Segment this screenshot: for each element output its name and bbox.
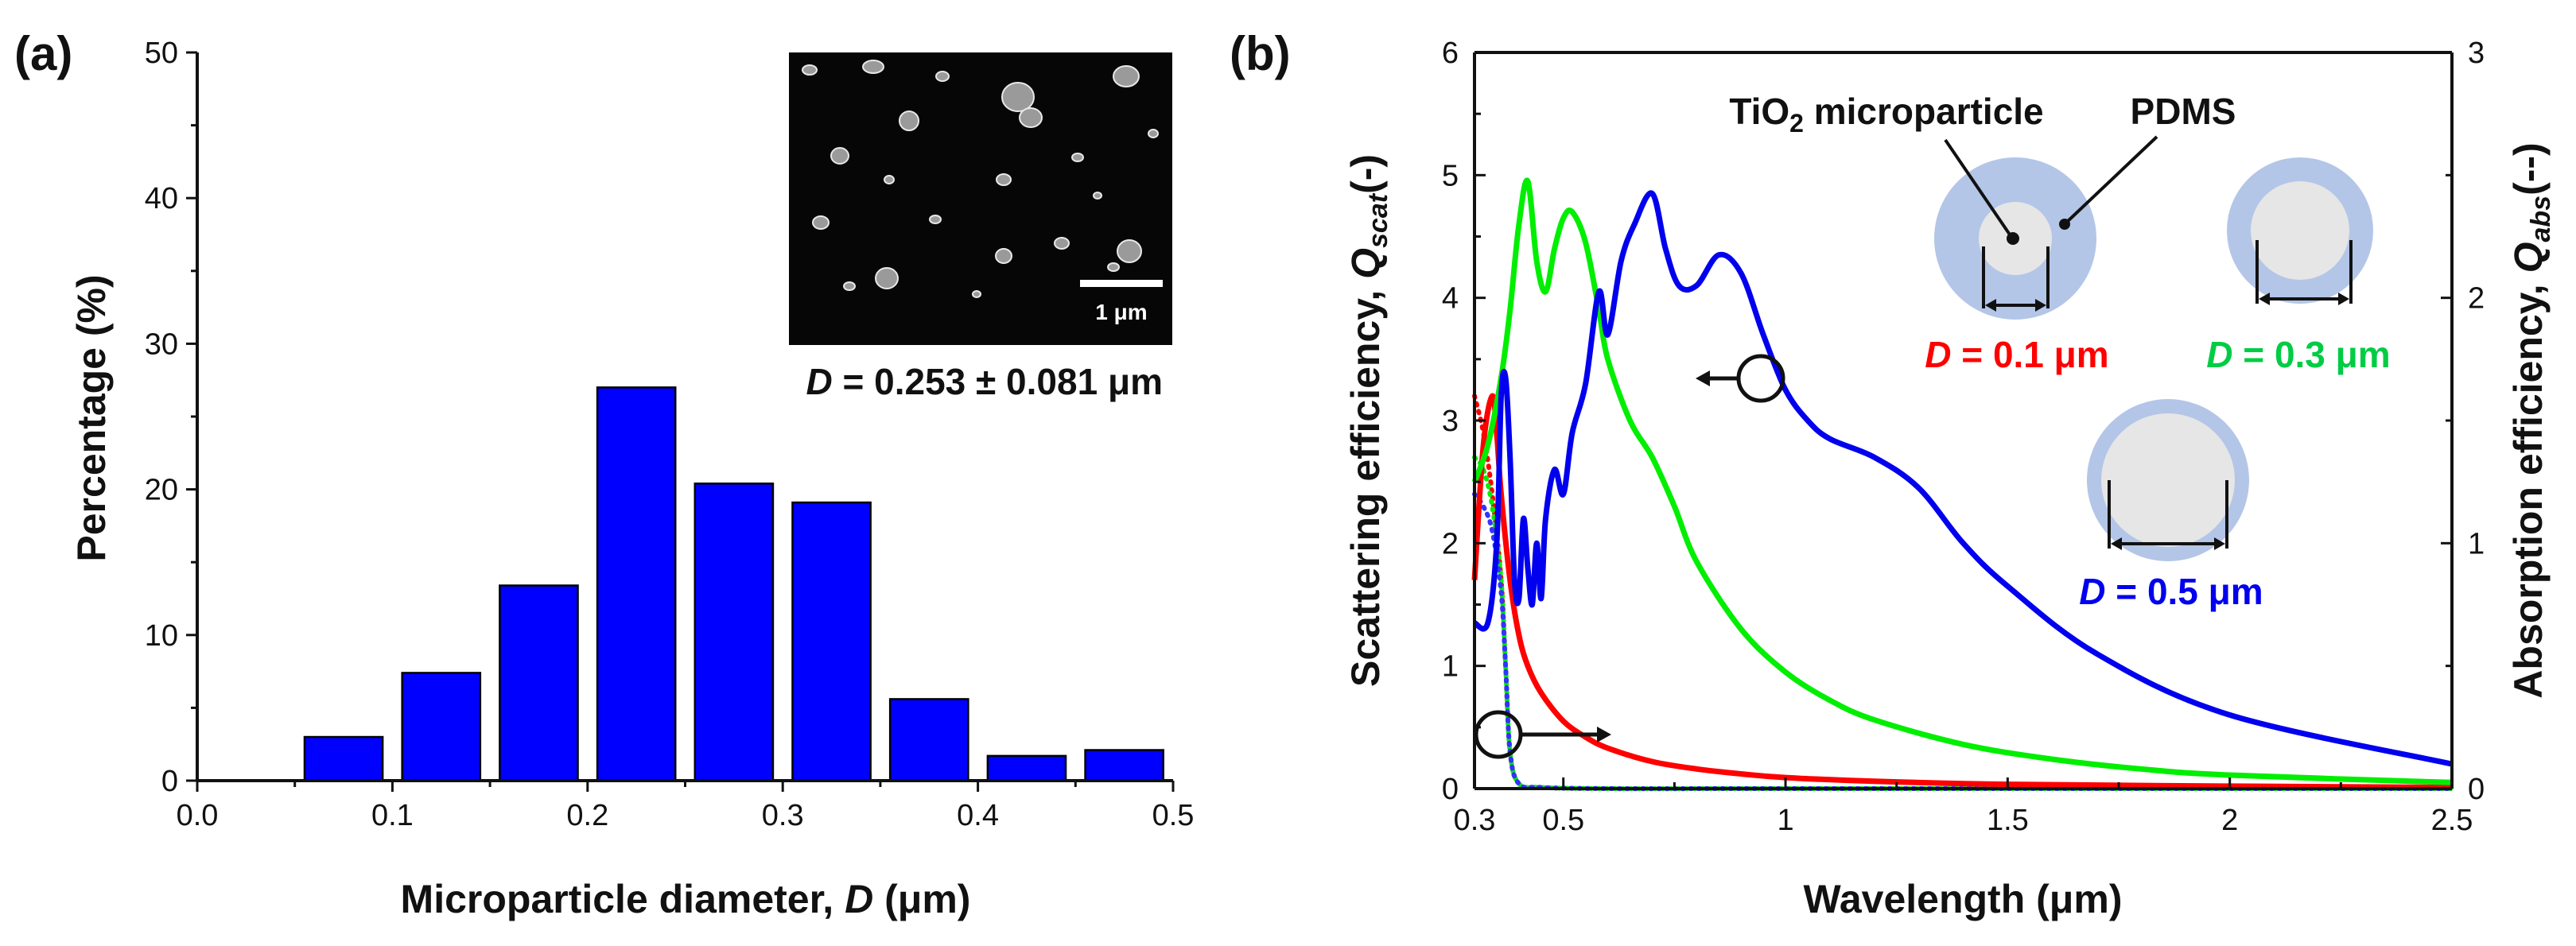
- b-x-tick-label: 1.5: [1987, 804, 2029, 837]
- panel-a-label: (a): [14, 27, 72, 80]
- b-right-y-axis-label: Absorption efficiency, Qabs(--): [2506, 142, 2556, 698]
- series-line-d-0-3-m-absorption: [1472, 455, 2454, 792]
- b-right-y-tick-label: 0: [2468, 773, 2485, 806]
- histogram-bar-5: [694, 483, 775, 782]
- pdms-leader-line: [2064, 135, 2158, 225]
- a-x-tick-label: 0.2: [566, 799, 608, 832]
- b-left-y-tick-label: 4: [1442, 282, 1459, 316]
- particle-schematic-d03: [2227, 157, 2373, 305]
- a-x-tick-label: 0.0: [177, 799, 219, 832]
- histogram-bar-2: [401, 672, 482, 782]
- histogram-bar-9: [1084, 749, 1164, 782]
- histogram-bar-8: [986, 754, 1067, 782]
- tio2-leader-line: [1944, 138, 2013, 238]
- histogram-bar-3: [499, 584, 579, 782]
- a-x-tick-label: 0.1: [371, 799, 414, 832]
- series-line-d-0-3-m-scattering: [1471, 177, 2453, 785]
- a-y-tick-label: 30: [145, 328, 178, 361]
- b-x-axis-label: Wavelength (μm): [1804, 877, 2123, 921]
- b-right-y-tick-label: 3: [2468, 37, 2485, 70]
- a-y-tick-label: 40: [145, 182, 178, 215]
- a-y-tick-label: 20: [145, 474, 178, 507]
- a-x-tick-label: 0.4: [957, 799, 999, 832]
- b-x-tick-label: 0.3: [1454, 804, 1496, 837]
- b-left-y-tick-label: 1: [1442, 650, 1459, 684]
- b-right-y-tick-label: 2: [2468, 282, 2485, 316]
- b-left-y-tick-label: 5: [1442, 159, 1459, 192]
- histogram-bar-7: [888, 698, 969, 782]
- a-x-tick-label: 0.5: [1152, 799, 1195, 832]
- b-left-y-tick-label: 2: [1442, 527, 1459, 560]
- histogram-bar-4: [596, 386, 677, 782]
- series-line-d-0-1-m-absorption: [1472, 394, 2454, 792]
- b-x-tick-label: 2: [2221, 804, 2238, 837]
- scale-bar: [1080, 280, 1163, 287]
- a-y-tick-label: 50: [145, 37, 178, 70]
- pdms-label: PDMS: [2131, 91, 2236, 132]
- particle-schematic-d01: [1934, 157, 2096, 320]
- a-y-tick-label: 10: [145, 619, 178, 653]
- b-left-y-tick-label: 3: [1442, 405, 1459, 438]
- panel-b-label: (b): [1230, 27, 1291, 80]
- a-y-axis-label: Percentage (%): [69, 274, 114, 561]
- scale-bar-label: 1 μm: [1095, 300, 1147, 324]
- b-left-y-tick-label: 0: [1442, 773, 1459, 806]
- b-x-tick-label: 2.5: [2431, 804, 2473, 837]
- b-left-y-axis-label: Scattering efficiency, Qscat(-): [1343, 154, 1393, 687]
- label-d01: D = 0.1 μm: [1925, 334, 2108, 375]
- a-x-tick-label: 0.3: [762, 799, 804, 832]
- tio2-label: TiO2 microparticle: [1729, 91, 2043, 138]
- right-axis-indicator: [1474, 710, 1611, 759]
- a-x-axis-label: Microparticle diameter, D (μm): [401, 877, 971, 921]
- b-x-tick-label: 0.5: [1542, 804, 1584, 837]
- sem-inset-image: 1 μm: [789, 52, 1172, 345]
- b-left-y-tick-label: 6: [1442, 37, 1459, 70]
- series-line-d-0-1-m-scattering: [1471, 393, 2453, 790]
- b-right-y-tick-label: 1: [2468, 527, 2485, 560]
- series-line-d-0-5-m-scattering: [1473, 190, 2453, 767]
- panel-a: (a) 0.0 0.1 0.2 0.3 0.4 0.5 0 10 20 30 40 50 Percen…: [14, 27, 1194, 921]
- histogram-bars: [303, 386, 1164, 782]
- left-axis-indicator: [1696, 354, 1785, 403]
- a-ticks: 0.0 0.1 0.2 0.3 0.4 0.5 0 10 20 30 40 50: [145, 37, 1195, 832]
- mean-diameter-annotation: D = 0.253 ± 0.081 μm: [806, 361, 1163, 402]
- label-d05: D = 0.5 μm: [2079, 571, 2263, 612]
- b-x-tick-label: 1: [1777, 804, 1793, 837]
- histogram-bar-6: [791, 501, 872, 782]
- a-y-tick-label: 0: [161, 765, 178, 798]
- histogram-bar-1: [303, 735, 384, 782]
- particle-schematic-d05: [2087, 399, 2249, 561]
- label-d03: D = 0.3 μm: [2206, 334, 2390, 375]
